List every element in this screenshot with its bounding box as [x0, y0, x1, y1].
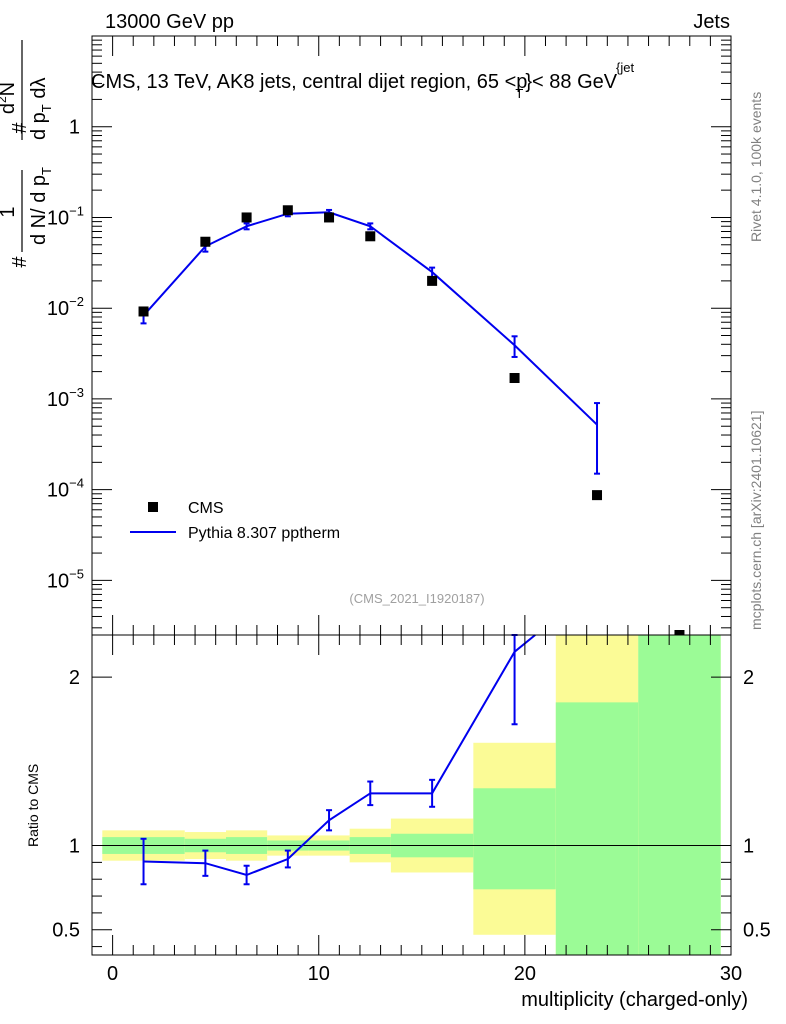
- plot-title-sup: {jet: [616, 60, 634, 75]
- ylabel-num2-sup: 2: [0, 96, 9, 103]
- main-y-tick-label-exp: −2: [69, 294, 84, 309]
- legend: CMS Pythia 8.307 pptherm: [130, 500, 340, 542]
- ratio-x-ticks: 0 10 20 30: [107, 635, 742, 985]
- ylabel-num2-a: d: [0, 103, 19, 114]
- ratio-y-label: Ratio to CMS: [25, 764, 41, 847]
- main-y-tick-label: 10−3: [47, 385, 84, 411]
- legend-pythia-label: Pythia 8.307 pptherm: [188, 525, 340, 542]
- main-y-tick-label: 1: [69, 117, 80, 139]
- ylabel-den1-b: / d p: [28, 175, 50, 214]
- ylabel-den2-sub: T: [39, 104, 54, 112]
- ratio-y-tick-label-right: 2: [743, 667, 754, 689]
- main-y-tick-label-base: 10: [47, 207, 69, 229]
- main-y-tick-label-exp: −5: [69, 566, 84, 581]
- ylabel-den1-a: d N: [28, 214, 50, 245]
- cms-marker: [427, 275, 438, 286]
- header-left: 13000 GeV pp: [105, 11, 234, 33]
- main-y-tick-label-exp: −3: [69, 385, 84, 400]
- main-y-tick-label-exp: −4: [69, 476, 84, 491]
- ratio-y-tick-label-left: 0.5: [52, 920, 80, 942]
- cms-marker: [324, 212, 335, 223]
- main-series: [138, 205, 685, 640]
- ratio-x-tick-label: 0: [107, 963, 118, 985]
- plot-title-main: CMS, 13 TeV, AK8 jets, central dijet reg…: [91, 71, 527, 93]
- ylabel-den1: d N/ d pT: [28, 167, 54, 245]
- main-y-axis-label: # 1 d N/ d pT # d2N d pT dλ: [0, 40, 54, 268]
- main-y-tick-label-base: 10: [47, 298, 69, 320]
- cms-marker: [365, 231, 376, 242]
- ratio-y-tick-label-left: 2: [69, 667, 80, 689]
- ratio-panel: 0.5 0.5 1 1 2 2 0 10 20 30 Ratio to CMS multipli…: [25, 634, 771, 1011]
- ylabel-den2: d pT dλ: [28, 78, 54, 140]
- plot-title: CMS, 13 TeV, AK8 jets, central dijet reg…: [91, 71, 618, 101]
- header-right: Jets: [693, 11, 730, 33]
- ratio-band-inner: [473, 788, 556, 890]
- ylabel-den1-sub: T: [39, 167, 54, 175]
- main-y-tick-label-base: 1: [69, 117, 80, 139]
- cms-marker: [200, 236, 211, 247]
- main-y-tick-label: 10−4: [47, 476, 84, 502]
- main-y-tick-label: 10−5: [47, 566, 84, 592]
- main-y-tick-label-exp: −1: [69, 203, 84, 218]
- legend-cms-label: CMS: [188, 500, 224, 517]
- plot-title-end: }< 88 GeV: [525, 71, 617, 93]
- ratio-band-inner: [638, 635, 721, 955]
- x-axis-label: multiplicity (charged-only): [521, 989, 748, 1011]
- ylabel-num1: 1: [0, 206, 19, 217]
- ratio-series: [140, 634, 536, 886]
- ratio-y-ticks: 0.5 0.5 1 1 2 2: [52, 667, 771, 948]
- cms-marker: [138, 306, 149, 317]
- ratio-y-tick-label-right: 0.5: [743, 920, 771, 942]
- main-y-tick-label-base: 10: [47, 480, 69, 502]
- ylabel-hash1: #: [9, 256, 31, 268]
- ratio-y-tick-label-left: 1: [69, 836, 80, 858]
- plot-title-sub: T: [515, 86, 523, 101]
- ylabel-hash2: #: [9, 122, 31, 134]
- ylabel-num2: d2N: [0, 82, 19, 114]
- main-x-ticks: [112, 36, 711, 635]
- main-y-tick-label: 10−1: [47, 203, 84, 229]
- main-y-tick-label-base: 10: [47, 389, 69, 411]
- main-panel: 10−510−410−310−210−11 CMS, 13 TeV, AK8 j…: [47, 35, 732, 640]
- ratio-frame: [91, 634, 732, 956]
- analysis-id: (CMS_2021_I1920187): [349, 591, 484, 606]
- ylabel-den2-b: dλ: [28, 78, 50, 105]
- ratio-x-tick-label: 10: [308, 963, 330, 985]
- main-frame: [91, 35, 732, 636]
- ratio-band-inner: [555, 702, 639, 955]
- main-y-ticks: 10−510−410−310−210−11: [47, 35, 731, 629]
- ratio-x-tick-label: 30: [720, 963, 742, 985]
- cms-marker: [509, 373, 520, 384]
- main-y-tick-label-base: 10: [47, 570, 69, 592]
- pythia-line: [142, 211, 598, 426]
- side-label-mcplots: mcplots.cern.ch [arXiv:2401.10621]: [748, 411, 764, 630]
- side-label-rivet: Rivet 4.1.0, 100k events: [748, 92, 764, 242]
- main-y-tick-label: 10−2: [47, 294, 84, 320]
- cms-marker: [241, 212, 252, 223]
- ratio-y-tick-label-right: 1: [743, 836, 754, 858]
- ratio-bands: [102, 635, 721, 955]
- ratio-x-tick-label: 20: [514, 963, 536, 985]
- ylabel-num2-b: N: [0, 82, 19, 96]
- ylabel-den2-a: d p: [28, 112, 50, 140]
- legend-cms-marker: [148, 502, 158, 512]
- cms-marker: [592, 490, 603, 501]
- cms-marker: [282, 205, 293, 216]
